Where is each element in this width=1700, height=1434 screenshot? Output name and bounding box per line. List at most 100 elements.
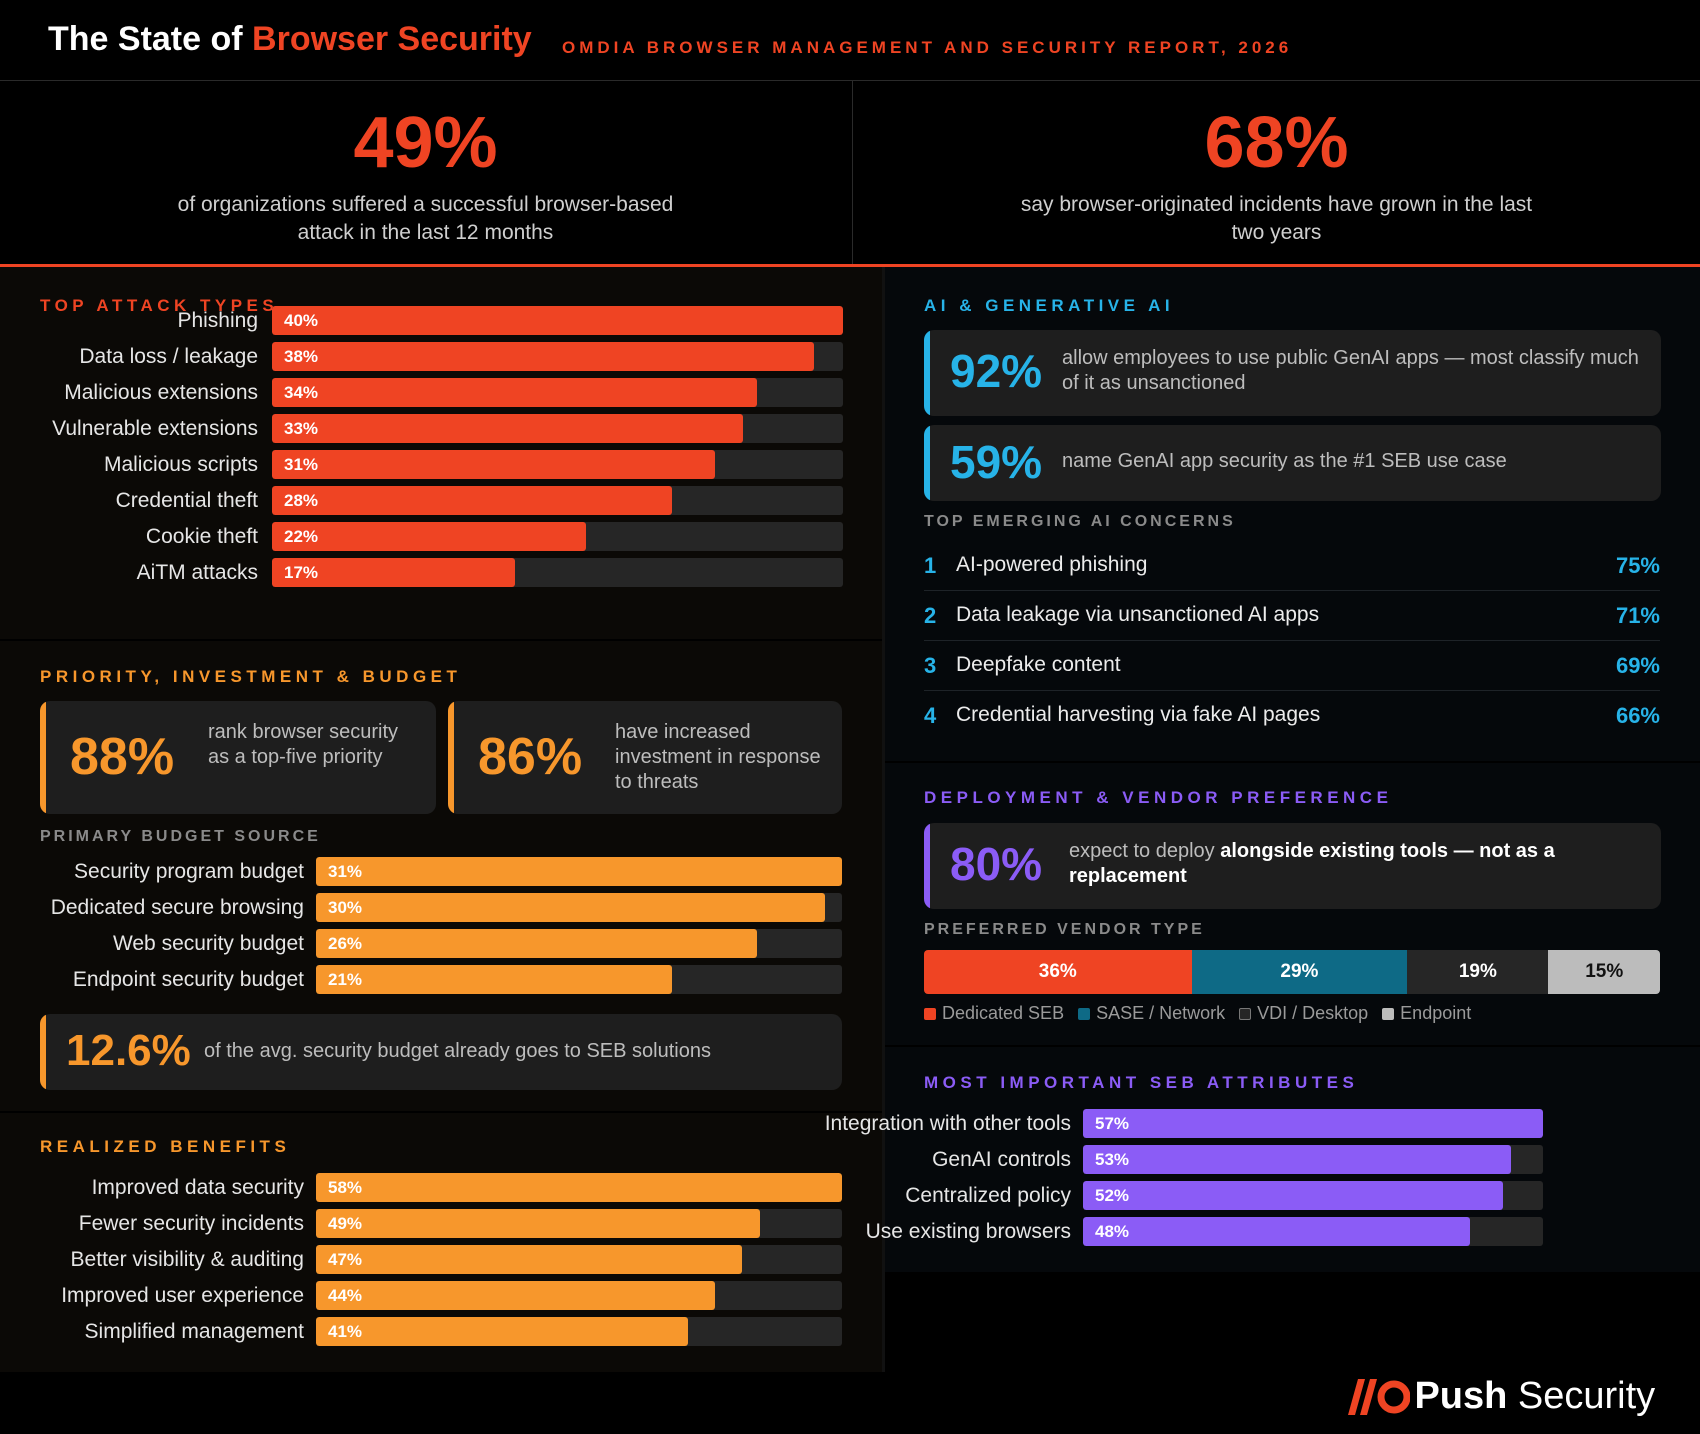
bar-value-label: 58% [328, 1178, 363, 1197]
list-item: 1 AI-powered phishing 75% [924, 541, 1660, 591]
bar-value-label: 52% [1095, 1186, 1130, 1205]
bar [316, 1173, 842, 1202]
bar-track: 21% [316, 965, 842, 994]
bar [316, 1281, 716, 1310]
stacked-bar-segment: 29% [1191, 950, 1408, 994]
bar [272, 414, 744, 443]
bar [316, 893, 826, 922]
section-title: MOST IMPORTANT SEB ATTRIBUTES [924, 1073, 1359, 1092]
bar-track: 31% [316, 857, 842, 886]
bar-track: 48% [1083, 1217, 1543, 1246]
bar-value-label: 40% [284, 311, 319, 330]
bar-category-label: Dedicated secure browsing [50, 896, 304, 919]
card-text: allow employees to use public GenAI apps… [1062, 347, 1639, 394]
bar [272, 522, 587, 551]
bar-track: 28% [272, 486, 843, 515]
legend-item: SASE / Network [1078, 1003, 1225, 1024]
bar-value-label: 22% [284, 527, 319, 546]
card-accent [924, 823, 930, 909]
bar [316, 965, 673, 994]
bar-category-label: Security program budget [74, 860, 304, 883]
hero-value: 68% [1204, 103, 1349, 183]
bar-track: 44% [316, 1281, 842, 1310]
concern-rank: 3 [924, 653, 937, 678]
bar-category-label: Vulnerable extensions [52, 417, 258, 440]
card-accent [448, 701, 454, 814]
bar [316, 1317, 688, 1346]
list-item: 3 Deepfake content 69% [924, 641, 1660, 691]
stacked-bar-segment: 15% [1548, 950, 1660, 994]
bar-track: 34% [272, 378, 843, 407]
card-value: 80% [950, 838, 1043, 890]
bar-value-label: 48% [1095, 1222, 1130, 1241]
hero-description: of organizations suffered a successful b… [177, 193, 674, 244]
bar-value-label: 41% [328, 1322, 363, 1341]
bar [1083, 1145, 1511, 1174]
bar-track: 22% [272, 522, 843, 551]
concern-percent: 75% [1615, 553, 1660, 578]
bar-value-label: 44% [328, 1286, 363, 1305]
subsection-title: PRIMARY BUDGET SOURCE [40, 828, 321, 845]
concern-percent: 71% [1615, 603, 1660, 628]
priority-card: 88% rank browser security as a top-five … [40, 701, 436, 814]
legend-item: Dedicated SEB [924, 1003, 1064, 1024]
budget-share-card: 12.6% of the avg. security budget alread… [40, 1014, 842, 1090]
card-text-bold: alongside existing tools — not as a repl… [1069, 840, 1555, 887]
bar-category-label: Phishing [177, 309, 258, 332]
concern-percent: 69% [1615, 653, 1660, 678]
subsection-title: PREFERRED VENDOR TYPE [924, 921, 1205, 938]
concern-text: Credential harvesting via fake AI pages [956, 703, 1321, 726]
bar-category-label: Cookie theft [145, 525, 258, 548]
logo-suffix: Security [1507, 1375, 1656, 1417]
report-subtitle: OMDIA BROWSER MANAGEMENT AND SECURITY RE… [562, 38, 1293, 57]
stacked-bar-segment: 19% [1407, 950, 1549, 994]
deployment-card: 80% expect to deploy alongside existing … [924, 823, 1661, 909]
bar-track: 33% [272, 414, 843, 443]
legend-item: VDI / Desktop [1239, 1003, 1368, 1024]
card-accent [40, 701, 46, 814]
card-value: 59% [950, 436, 1043, 488]
bar [272, 342, 815, 371]
concern-rank: 4 [924, 703, 937, 728]
bar [316, 1245, 743, 1274]
legend-label: Dedicated SEB [942, 1003, 1065, 1023]
deployment-panel: DEPLOYMENT & VENDOR PREFERENCE 80% expec… [885, 763, 1700, 1045]
bar [316, 929, 758, 958]
stacked-bar-segment: 36% [924, 950, 1192, 994]
attributes-panel: MOST IMPORTANT SEB ATTRIBUTES Integratio… [825, 1047, 1700, 1272]
section-title: REALIZED BENEFITS [40, 1137, 291, 1156]
bar-track: 47% [316, 1245, 842, 1274]
bar-value-label: 49% [328, 1214, 363, 1233]
bar-value-label: 47% [328, 1250, 363, 1269]
bar-category-label: Improved data security [91, 1176, 304, 1199]
bar [1083, 1217, 1471, 1246]
concern-percent: 66% [1615, 703, 1660, 728]
bar-category-label: Web security budget [112, 932, 304, 955]
subsection-title: TOP EMERGING AI CONCERNS [924, 513, 1236, 530]
list-item: 4 Credential harvesting via fake AI page… [924, 691, 1660, 741]
bar-track: 31% [272, 450, 843, 479]
bar-category-label: Credential theft [115, 489, 258, 512]
legend-item: Endpoint [1382, 1003, 1471, 1024]
section-title: AI & GENERATIVE AI [924, 296, 1175, 315]
bar [272, 306, 843, 335]
push-security-logo-icon [1348, 1378, 1410, 1415]
hero-description: say browser-originated incidents have gr… [1020, 193, 1533, 244]
bar-value-label: 57% [1095, 1114, 1130, 1133]
concern-text: Data leakage via unsanctioned AI apps [956, 603, 1320, 626]
list-item: 2 Data leakage via unsanctioned AI apps … [924, 591, 1660, 641]
legend-label: Endpoint [1400, 1003, 1472, 1023]
bar-track: 40% [272, 306, 843, 335]
logo-brand: Push [1414, 1375, 1508, 1417]
bar-track: 41% [316, 1317, 842, 1346]
section-title: TOP ATTACK TYPES [40, 296, 279, 315]
card-value: 12.6% [66, 1026, 191, 1075]
attack-types-panel: TOP ATTACK TYPES Phishing 40% Data loss / … [0, 267, 882, 639]
bar-track: 52% [1083, 1181, 1543, 1210]
priority-panel: PRIORITY, INVESTMENT & BUDGET 88% rank b… [0, 641, 882, 1111]
genai-usecase-card: 59% name GenAI app security as the #1 SE… [924, 425, 1661, 501]
card-text-plain: expect to deploy [1069, 840, 1221, 862]
section-title: DEPLOYMENT & VENDOR PREFERENCE [924, 788, 1393, 807]
bar-category-label: Use existing browsers [865, 1220, 1071, 1243]
bar-value-label: 21% [328, 970, 363, 989]
